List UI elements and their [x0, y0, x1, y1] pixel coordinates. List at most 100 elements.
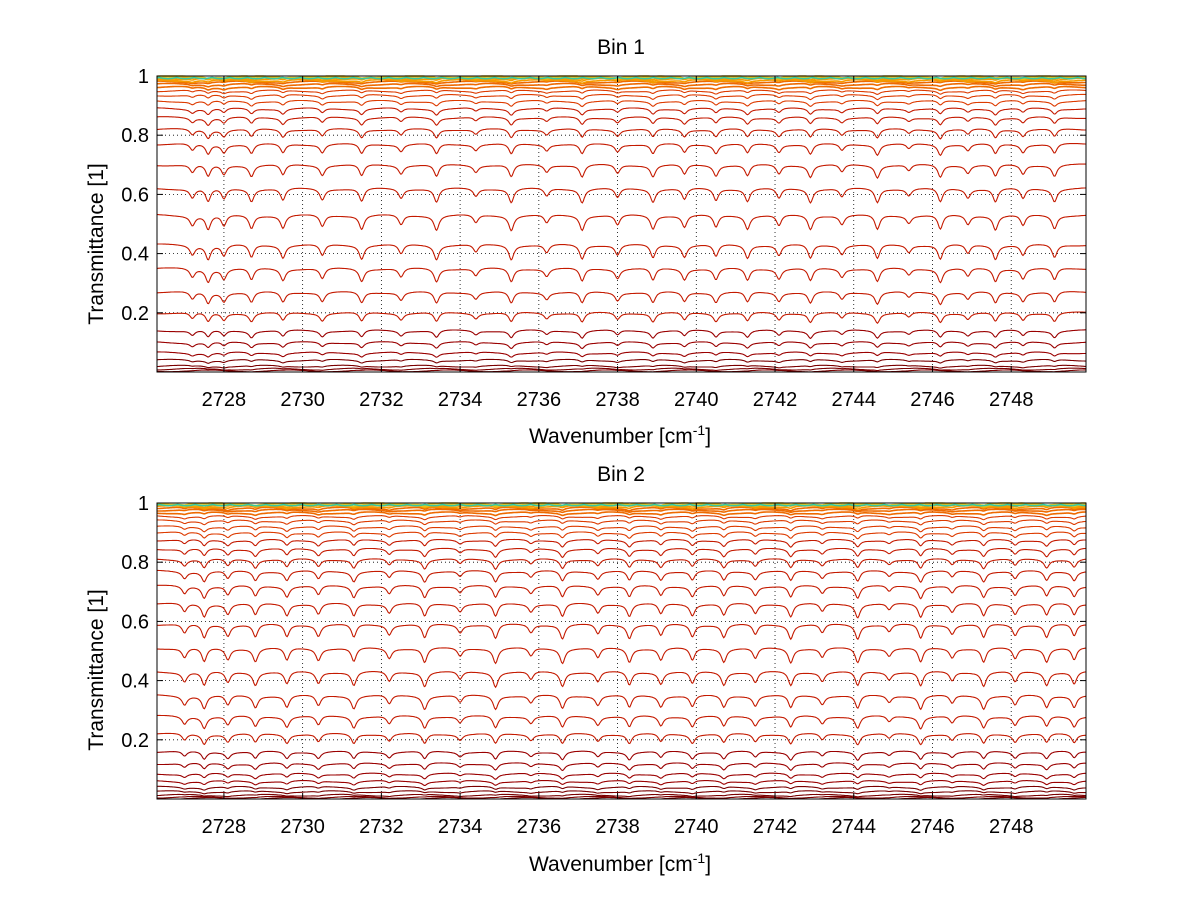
x-tick-label: 2740 — [674, 816, 719, 838]
x-ticks: 2728 2730 2732 2734 2736 2738 2740 2742 2744 2746… — [202, 503, 1034, 838]
series-line — [157, 519, 1087, 526]
series-line — [156, 243, 1086, 261]
series-line — [157, 780, 1087, 786]
y-tick-label: 0.4 — [121, 671, 149, 693]
x-tick-label: 2736 — [517, 816, 562, 838]
series-line — [156, 187, 1087, 204]
y-tick-label: 1 — [138, 66, 149, 88]
series-line — [156, 504, 1086, 510]
x-tick-label: 2734 — [438, 816, 483, 838]
x-tick-label: 2732 — [359, 389, 404, 411]
x-tick-label: 2742 — [753, 816, 798, 838]
y-tick-label: 1 — [138, 493, 149, 515]
series-line — [157, 584, 1087, 600]
series-line — [156, 85, 1086, 92]
series-line — [156, 602, 1087, 619]
x-tick-label: 2740 — [674, 389, 719, 411]
series-line — [156, 793, 1086, 798]
panel-bin-2: Bin 2 2728 2730 2732 2734 2736 2738 2740 2742 27… — [85, 463, 1087, 876]
y-tick-label: 0.8 — [121, 125, 149, 147]
x-tick-label: 2732 — [359, 816, 404, 838]
y-ticks: 0.2 0.4 0.6 0.8 1 — [121, 66, 1086, 325]
x-tick-label: 2746 — [910, 389, 955, 411]
series-line — [157, 795, 1086, 799]
series-line — [156, 76, 1087, 80]
x-tick-label: 2728 — [202, 816, 247, 838]
x-tick-label: 2748 — [989, 389, 1034, 411]
series-line — [156, 772, 1086, 780]
series-line — [156, 143, 1087, 157]
x-tick-label: 2728 — [202, 389, 247, 411]
y-tick-label: 0.2 — [121, 303, 149, 325]
series-line — [156, 750, 1086, 761]
y-tick-label: 0.2 — [121, 730, 149, 752]
series-group — [156, 75, 1087, 373]
series-line — [156, 99, 1087, 108]
series-line — [157, 116, 1086, 126]
series-line — [156, 163, 1086, 180]
x-tick-label: 2748 — [989, 816, 1034, 838]
series-line — [157, 291, 1086, 306]
series-line — [156, 93, 1086, 101]
x-tick-label: 2736 — [517, 389, 562, 411]
series-line — [157, 694, 1087, 711]
y-tick-label: 0.6 — [121, 611, 149, 633]
series-line — [156, 538, 1086, 548]
x-tick-label: 2734 — [438, 389, 483, 411]
y-axis-label: Transmittance [1] — [85, 163, 108, 324]
series-line — [157, 367, 1087, 372]
x-tick-label: 2738 — [595, 816, 640, 838]
x-tick-label: 2742 — [753, 389, 798, 411]
series-group — [156, 502, 1087, 800]
x-tick-label: 2730 — [280, 389, 325, 411]
series-line — [156, 515, 1087, 521]
series-line — [157, 107, 1087, 116]
series-line — [156, 503, 1086, 507]
x-axis-label: Wavenumber [cm-1] — [529, 850, 711, 876]
series-line — [157, 364, 1086, 369]
series-line — [156, 790, 1086, 795]
x-axis-label: Wavenumber [cm-1] — [529, 422, 711, 448]
series-line — [157, 311, 1086, 324]
y-tick-label: 0.6 — [121, 184, 149, 206]
chart-title: Bin 1 — [597, 36, 645, 59]
x-tick-label: 2746 — [910, 816, 955, 838]
series-line — [157, 525, 1087, 533]
series-line — [157, 329, 1086, 340]
series-line — [157, 128, 1086, 140]
series-line — [156, 267, 1087, 284]
y-axis-label: Transmittance [1] — [85, 589, 108, 750]
series-line — [157, 623, 1086, 641]
series-line — [156, 80, 1087, 85]
series-line — [156, 558, 1087, 571]
y-tick-label: 0.4 — [121, 244, 149, 266]
series-line — [157, 785, 1087, 791]
series-line — [156, 647, 1087, 665]
series-line — [156, 82, 1086, 88]
chart-title: Bin 2 — [597, 463, 645, 486]
series-line — [156, 714, 1087, 730]
series-line — [156, 762, 1086, 772]
panel-bin-1: Bin 1 2728 2730 2732 2734 2736 2738 2740 2742 27… — [85, 36, 1087, 448]
y-tick-label: 0.8 — [121, 552, 149, 574]
series-line — [156, 531, 1086, 540]
x-tick-label: 2738 — [595, 389, 640, 411]
series-line — [157, 369, 1086, 373]
series-line — [156, 511, 1086, 517]
series-line — [156, 671, 1087, 689]
series-line — [157, 214, 1087, 232]
series-line — [156, 358, 1086, 364]
series-line — [157, 508, 1086, 514]
series-line — [157, 569, 1087, 583]
series-line — [157, 89, 1087, 95]
series-line — [157, 732, 1086, 746]
series-line — [156, 547, 1087, 559]
series-line — [156, 341, 1087, 350]
y-ticks: 0.2 0.4 0.6 0.8 1 — [121, 493, 1086, 752]
axes-box — [156, 502, 1087, 800]
series-line — [156, 506, 1087, 512]
series-line — [157, 351, 1087, 358]
x-tick-label: 2744 — [832, 389, 877, 411]
x-tick-label: 2730 — [280, 816, 325, 838]
